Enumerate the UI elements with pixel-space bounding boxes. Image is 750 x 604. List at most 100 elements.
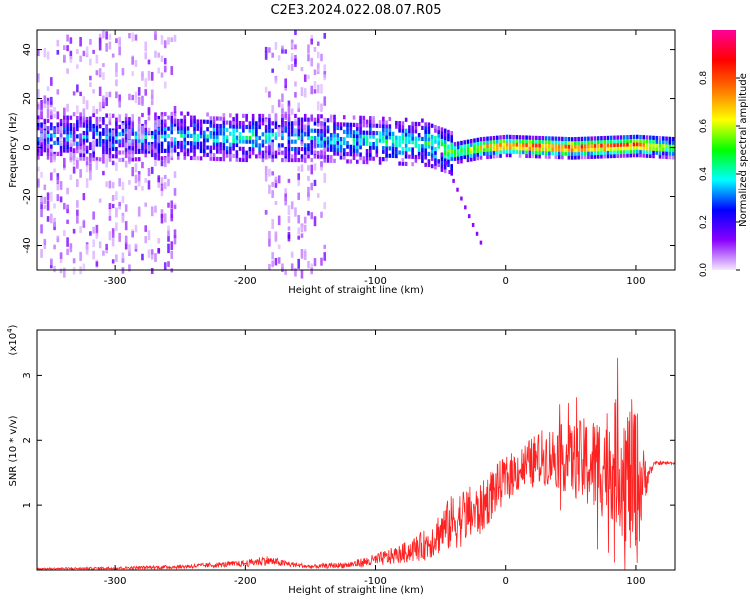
spectrogram-cell (40, 122, 43, 127)
spectrogram-cell (183, 144, 187, 149)
spectrogram-cell (417, 121, 421, 127)
spectrogram-noise-cell (274, 76, 278, 84)
spectrogram-noise-cell (320, 120, 323, 129)
spectrogram-cell (430, 142, 434, 147)
spectrogram-cell (79, 116, 82, 121)
spectrogram-cell (619, 135, 623, 140)
spectrogram-cell (362, 156, 366, 161)
spectrogram-cell (167, 144, 170, 150)
spectrogram-cell (648, 142, 652, 148)
spectrogram-cell (626, 138, 629, 143)
spectrogram-cell (183, 115, 187, 120)
spectrogram-cell (388, 135, 392, 140)
spectrogram-cell (303, 146, 307, 152)
spectrogram-cell (176, 126, 180, 131)
spectrogram-cell (111, 139, 115, 144)
spectrogram-cell (50, 151, 53, 157)
spectrogram-cell (346, 129, 349, 135)
spectrogram-noise-cell (118, 36, 121, 46)
spectrogram-noise-cell (82, 221, 86, 228)
spectrogram-cell (577, 136, 580, 142)
spectrogram-noise-cell (108, 41, 112, 50)
spectrogram-cell (447, 129, 450, 134)
spectrogram-noise-cell (111, 160, 115, 166)
spectrogram-cell (339, 144, 343, 149)
spectrogram-noise-cell (150, 71, 154, 81)
spectrogram-noise-cell (160, 209, 164, 218)
spectrogram-cell (655, 135, 659, 141)
spectrogram-cell (352, 137, 356, 142)
spectrogram-cell (50, 144, 53, 149)
spectrogram-cell (375, 149, 379, 154)
spectrogram-cell (229, 131, 232, 136)
spectrogram-cell (183, 140, 187, 146)
spectrogram-noise-cell (268, 230, 271, 239)
spectrogram-cell (294, 150, 297, 155)
spectrogram-cell (85, 138, 89, 143)
spectrogram-cell (238, 146, 242, 151)
spectrogram-cell (203, 130, 206, 135)
spectrogram-cell (105, 135, 108, 140)
spectrogram-cell (43, 144, 47, 149)
spectrogram-cell (616, 153, 620, 158)
spectrogram-cell (342, 151, 346, 157)
spectrogram-cell (408, 125, 411, 130)
spectrogram-x-tick-label: -100 (364, 276, 387, 287)
spectrogram-cell (251, 128, 255, 133)
spectrogram-cell (424, 162, 427, 167)
spectrogram-noise-cell (268, 238, 271, 247)
spectrogram-cell (307, 117, 310, 122)
spectrogram-cell (76, 148, 79, 154)
spectrogram-cell (37, 115, 40, 120)
spectrogram-cell (333, 129, 336, 134)
spectrogram-noise-cell (115, 91, 118, 99)
spectrogram-cell (437, 162, 440, 168)
spectrogram-cell (505, 142, 509, 147)
spectrogram-cell (66, 144, 69, 150)
spectrogram-cell (245, 117, 248, 122)
spectrogram-cell (37, 144, 40, 149)
spectrogram-noise-cell (92, 105, 95, 114)
spectrogram-cell (515, 149, 519, 154)
spectrogram-cell (658, 147, 662, 152)
spectrogram-cell (365, 123, 369, 128)
spectrogram-cell (359, 145, 362, 150)
spectrogram-noise-cell (79, 37, 82, 47)
spectrogram-cell (251, 117, 255, 122)
spectrogram-cell (141, 142, 144, 147)
spectrogram-cell (544, 143, 548, 148)
spectrogram-noise-cell (141, 125, 144, 135)
spectrogram-noise-cell (167, 202, 170, 208)
spectrogram-cell (102, 128, 105, 133)
spectrogram-cell (95, 127, 99, 132)
spectrogram-noise-cell (310, 114, 314, 121)
spectrogram-noise-cell (124, 147, 128, 153)
spectrogram-cell (251, 113, 255, 119)
spectrogram-cell (616, 139, 620, 144)
spectrogram-cell (225, 127, 229, 133)
spectrogram-cell (40, 144, 43, 149)
spectrogram-cell (453, 145, 457, 150)
spectrogram-cell (548, 154, 551, 159)
spectrogram-noise-cell (69, 50, 73, 60)
spectrogram-noise-cell (316, 41, 320, 46)
spectrogram-cell (382, 127, 385, 132)
spectrogram-cell (163, 148, 167, 153)
spectrogram-noise-cell (95, 54, 99, 64)
spectrogram-cell (251, 146, 255, 152)
spectrogram-streak-cell (456, 187, 459, 192)
spectrogram-cell (339, 148, 343, 153)
spectrogram-noise-cell (274, 112, 278, 121)
spectrogram-cell (323, 129, 327, 134)
spectrogram-cell (346, 140, 349, 146)
spectrogram-cell (203, 149, 206, 154)
spectrogram-cell (450, 167, 453, 172)
spectrogram-noise-cell (157, 136, 161, 144)
spectrogram-cell (69, 130, 73, 135)
spectrogram-cell (229, 150, 232, 155)
spectrogram-cell (590, 136, 593, 141)
spectrogram-cell (160, 134, 164, 139)
spectrogram-cell (352, 115, 356, 120)
spectrogram-noise-cell (264, 118, 268, 125)
